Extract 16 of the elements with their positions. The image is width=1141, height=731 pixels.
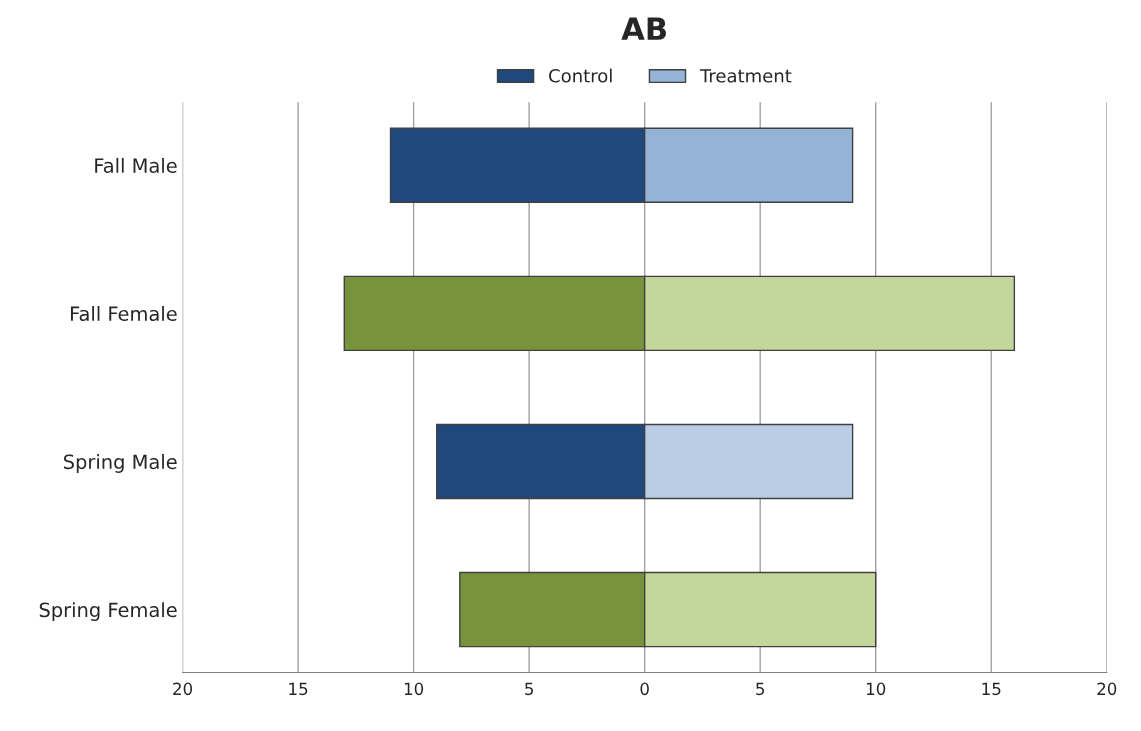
x-tick-label: 15 xyxy=(289,682,308,696)
x-tick-label: 20 xyxy=(173,682,193,696)
x-tick-label: 10 xyxy=(866,682,886,696)
y-tick-label: Fall Female xyxy=(71,305,177,322)
x-tick-label: 0 xyxy=(640,682,649,696)
x-tick-label: 5 xyxy=(525,682,533,696)
legend-label: Control xyxy=(549,68,612,83)
x-tick-label: 15 xyxy=(982,682,1001,696)
x-tick-label: 5 xyxy=(756,682,765,696)
chart-title: AB xyxy=(621,17,666,40)
legend-label: Treatment xyxy=(699,69,792,83)
y-tick-label: Spring Male xyxy=(63,454,177,473)
y-tick-label: Spring Female xyxy=(39,602,177,622)
x-tick-label: 10 xyxy=(404,682,424,696)
x-tick-label: 20 xyxy=(1097,682,1117,696)
y-tick-label: Fall Male xyxy=(95,157,177,173)
